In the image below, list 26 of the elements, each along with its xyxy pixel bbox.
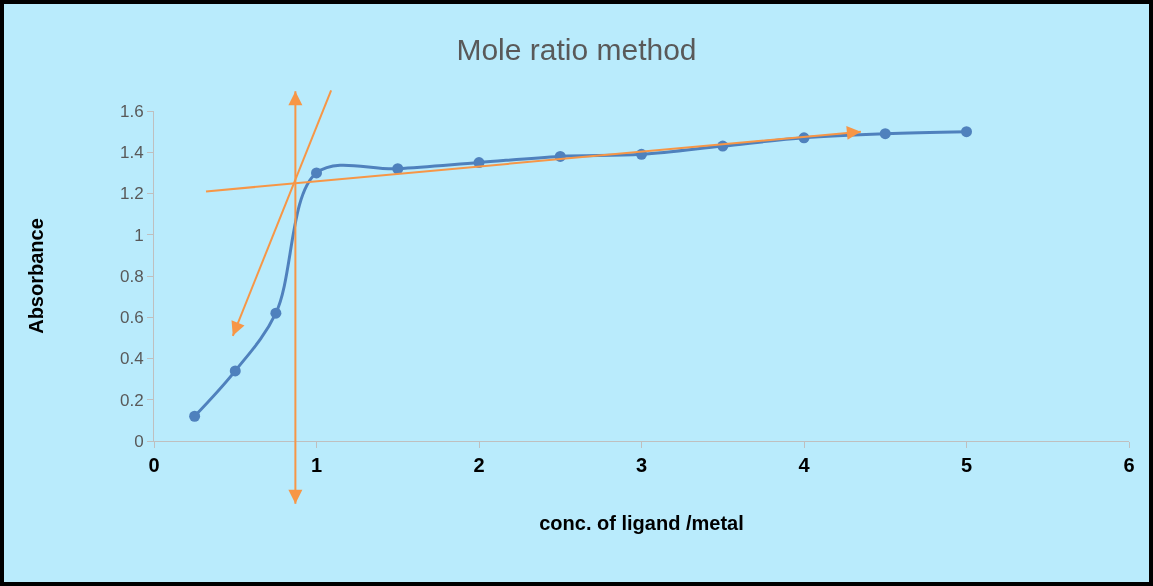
y-tick-label: 0.4 xyxy=(119,349,144,369)
x-tick-label: 6 xyxy=(1123,454,1135,476)
chart-title: Mole ratio method xyxy=(456,32,697,66)
point xyxy=(189,410,201,422)
y-tick-label: 0.8 xyxy=(119,266,144,286)
point xyxy=(270,307,282,319)
point xyxy=(229,365,241,377)
x-tick-label: 0 xyxy=(148,454,160,476)
y-axis-title: Absorbance xyxy=(25,218,48,334)
point xyxy=(961,126,972,138)
x-tick-label: 3 xyxy=(635,454,648,476)
point xyxy=(392,163,404,175)
y-tick-label: 0 xyxy=(134,431,144,451)
y-tick-label: 0.2 xyxy=(119,390,144,410)
x-axis-title: conc. of ligand /metal xyxy=(539,511,744,534)
y-tick-label: 1 xyxy=(134,225,144,245)
y-tick-label: 1.2 xyxy=(119,184,144,204)
y-tick-label: 0.6 xyxy=(119,308,144,328)
x-tick-label: 1 xyxy=(310,454,323,476)
point xyxy=(311,167,322,179)
x-tick-label: 2 xyxy=(473,454,485,476)
y-tick-label: 1.6 xyxy=(119,101,144,121)
x-tick-label: 4 xyxy=(798,454,811,476)
y-tick-label: 1.4 xyxy=(119,143,144,163)
x-tick-label: 5 xyxy=(960,454,973,476)
point xyxy=(879,128,891,140)
